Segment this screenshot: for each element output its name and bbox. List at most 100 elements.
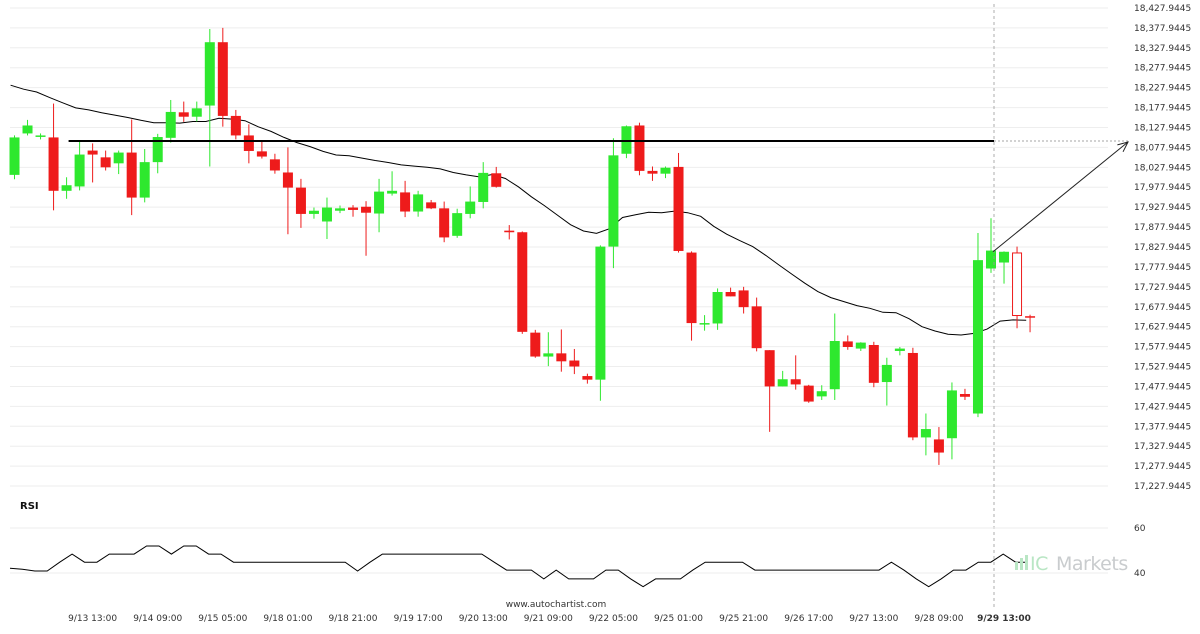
candle-body: [517, 232, 528, 332]
y-tick-label: 17,927.9445: [1134, 203, 1191, 213]
candle: [465, 186, 476, 219]
watermark-text: www.autochartist.com: [506, 600, 607, 610]
candle-body: [48, 137, 59, 191]
candle: [803, 384, 814, 403]
candle: [972, 233, 983, 418]
candle: [491, 166, 502, 188]
candle: [1012, 246, 1023, 329]
candle: [204, 29, 215, 167]
candle: [61, 177, 72, 199]
candle: [556, 329, 567, 372]
y-tick-label: 17,877.9445: [1134, 223, 1191, 233]
candle: [243, 124, 254, 164]
x-tick-label: 9/22 05:00: [589, 614, 638, 624]
brand-name: Markets: [1056, 553, 1128, 575]
candle-body: [634, 125, 645, 171]
candle: [426, 199, 437, 210]
candle: [9, 135, 20, 180]
y-tick-label: 17,277.9445: [1134, 462, 1191, 472]
candle: [165, 99, 176, 143]
candle: [699, 315, 710, 331]
candle: [387, 171, 398, 196]
candle-body: [217, 42, 228, 116]
grid: [10, 7, 1108, 487]
y-tick-label: 17,977.9445: [1134, 183, 1191, 193]
x-tick-label: 9/21 09:00: [524, 614, 573, 624]
candle-body: [894, 348, 905, 351]
candle-body: [569, 360, 580, 367]
moving-average: [10, 84, 1027, 336]
candle: [686, 251, 697, 341]
candle: [22, 119, 33, 136]
y-tick-label: 17,427.9445: [1134, 402, 1191, 412]
projection-arrow-line: [992, 141, 1129, 253]
y-tick-label: 18,027.9445: [1134, 163, 1191, 173]
candle-body: [61, 185, 72, 191]
candle-body: [829, 341, 840, 390]
candle: [452, 208, 463, 238]
x-tick-label: 9/26 17:00: [784, 614, 833, 624]
candle-body: [1012, 252, 1023, 317]
rsi-tick-label: 60: [1134, 524, 1146, 534]
candle-body: [608, 155, 619, 247]
candle: [999, 251, 1010, 284]
candle-body: [946, 390, 957, 439]
y-tick-label: 17,827.9445: [1134, 243, 1191, 253]
candle-body: [439, 208, 450, 238]
x-tick-label: 9/18 21:00: [329, 614, 378, 624]
candle-body: [100, 157, 111, 168]
candle-body: [790, 379, 801, 385]
candle-body: [22, 125, 33, 134]
candle-body: [139, 162, 150, 198]
candle: [530, 329, 541, 358]
y-tick-label: 17,727.9445: [1134, 283, 1191, 293]
y-tick-label: 18,227.9445: [1134, 84, 1191, 94]
candle: [217, 27, 228, 127]
candle-body: [582, 376, 593, 380]
candle: [504, 225, 515, 240]
x-tick-label: 9/18 01:00: [263, 614, 312, 624]
candle-body: [335, 208, 345, 211]
candle-body: [113, 152, 124, 164]
candle: [582, 373, 593, 384]
candle-body: [803, 385, 814, 402]
candle: [308, 207, 319, 219]
candle: [881, 357, 892, 406]
candle: [543, 332, 554, 367]
candle-body: [712, 292, 723, 324]
candle-body: [933, 439, 944, 453]
candle-body: [660, 167, 671, 174]
candle: [907, 347, 918, 441]
candle-body: [530, 332, 541, 357]
y-tick-label: 17,477.9445: [1134, 382, 1191, 392]
candle-body: [855, 342, 866, 349]
candlestick-series: [9, 27, 1036, 465]
brand-logo: IC Markets: [1015, 553, 1128, 575]
candle-body: [986, 250, 996, 269]
candle: [712, 288, 723, 330]
candle-body: [165, 111, 176, 138]
brand-prefix: IC: [1030, 553, 1048, 575]
candle-body: [400, 192, 411, 212]
candle-body: [465, 201, 476, 214]
candle-body: [999, 251, 1010, 263]
y-tick-label: 18,177.9445: [1134, 104, 1191, 114]
moving-average-line: [10, 84, 1027, 336]
candle-body: [478, 172, 489, 202]
candle: [191, 101, 202, 122]
candle-body: [87, 150, 98, 155]
candle: [413, 190, 424, 217]
candle: [764, 350, 775, 432]
candle-body: [295, 187, 306, 214]
x-tick-label: 9/27 13:00: [849, 614, 898, 624]
candle: [348, 205, 359, 217]
overlays: [68, 4, 1129, 610]
candle: [87, 143, 98, 183]
candle: [920, 413, 931, 456]
candle-body: [452, 213, 463, 236]
candle: [478, 162, 489, 209]
candle-body: [230, 115, 241, 136]
candle-body: [413, 194, 424, 212]
rsi-panel: 60 40: [9, 524, 1146, 588]
